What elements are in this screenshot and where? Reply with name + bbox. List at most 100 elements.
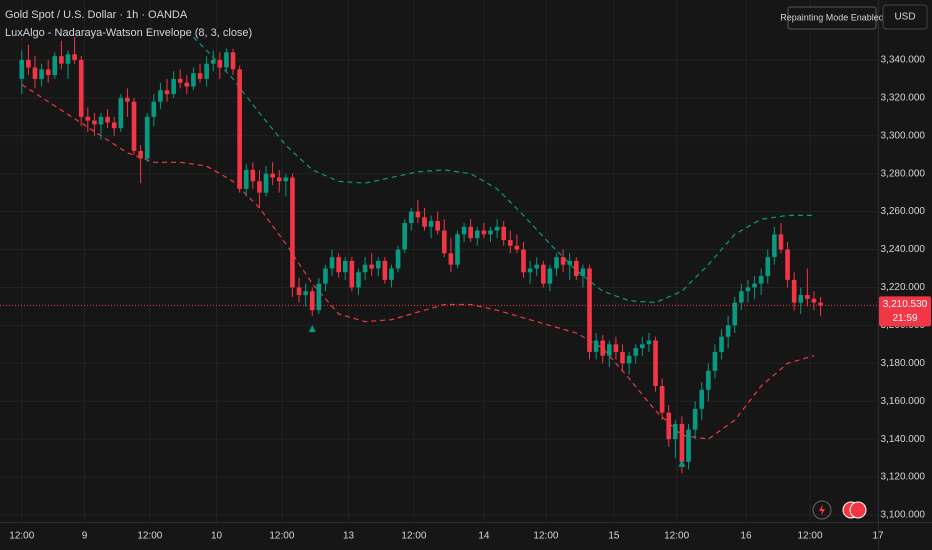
- candle-body: [719, 336, 724, 352]
- candle-body: [725, 325, 731, 337]
- signal-marker: [678, 459, 686, 467]
- candle-body: [26, 59, 31, 68]
- x-tick-label: 9: [82, 531, 88, 542]
- candle-body: [758, 276, 764, 284]
- candle-body: [92, 120, 97, 125]
- candle-body: [732, 302, 738, 326]
- y-tick-label: 3,140.000: [881, 434, 926, 445]
- candle-body: [158, 90, 163, 102]
- candle-body: [230, 52, 236, 70]
- candle-body: [593, 340, 599, 352]
- candle-body: [507, 240, 513, 246]
- candle-body: [309, 291, 315, 311]
- x-tick-label: 12:00: [797, 531, 822, 542]
- candle-body: [706, 370, 711, 390]
- candle-body: [679, 423, 685, 462]
- candle-body: [805, 295, 810, 299]
- candle-body: [435, 221, 440, 231]
- candle-body: [290, 177, 295, 288]
- candle-body: [283, 177, 289, 182]
- candle-body: [699, 389, 705, 409]
- candle-body: [250, 169, 256, 182]
- candle-body: [415, 211, 421, 218]
- candle-body: [422, 217, 427, 227]
- candle-body: [59, 56, 64, 64]
- candle-body: [666, 412, 672, 440]
- x-tick-label: 16: [740, 531, 752, 542]
- candle-body: [125, 97, 130, 102]
- candle-body: [336, 257, 341, 273]
- candle-body: [534, 264, 540, 269]
- candle-body: [389, 268, 394, 280]
- candle-body: [131, 101, 137, 151]
- y-tick-label: 3,320.000: [881, 92, 926, 103]
- candle-body: [692, 408, 698, 430]
- x-tick-label: 10: [211, 531, 223, 542]
- candle-body: [712, 351, 718, 371]
- indicator-label: LuxAlgo - Nadaraya-Watson Envelope (8, 3…: [5, 27, 252, 39]
- x-tick-label: 14: [478, 531, 490, 542]
- y-tick-label: 3,160.000: [881, 396, 926, 407]
- candle-body: [72, 54, 77, 60]
- candle-body: [349, 260, 355, 288]
- candle-body: [210, 59, 216, 64]
- candle-body: [547, 268, 553, 284]
- x-tick-label: 12:00: [9, 531, 34, 542]
- candle-body: [653, 340, 658, 387]
- candle-body: [237, 69, 242, 189]
- candle-body: [65, 54, 71, 64]
- badge[interactable]: Repainting Mode Enabled: [780, 12, 884, 22]
- candle-body: [191, 73, 196, 87]
- candle-body: [85, 116, 91, 121]
- candle-body: [772, 234, 777, 258]
- x-tick-label: 12:00: [533, 531, 558, 542]
- currency-box[interactable]: [882, 4, 928, 30]
- event-icon[interactable]: [849, 501, 867, 519]
- candle-body: [791, 279, 797, 303]
- y-tick-label: 3,300.000: [881, 130, 926, 141]
- envelope-line: [192, 36, 814, 304]
- candle-body: [408, 211, 414, 223]
- last-price-box: [879, 296, 931, 327]
- candle-body: [488, 230, 493, 235]
- candle-body: [785, 249, 790, 280]
- candle-body: [323, 268, 328, 284]
- candle-body: [45, 69, 51, 76]
- candle-body: [303, 291, 308, 296]
- candle-body: [580, 268, 586, 277]
- candle-body: [111, 122, 117, 129]
- candle-body: [540, 264, 546, 284]
- candle-body: [620, 351, 625, 364]
- candle-body: [626, 355, 632, 364]
- signal-marker: [308, 325, 316, 333]
- last-price-label: 3,210.530: [883, 299, 928, 310]
- candle-body: [243, 169, 249, 189]
- candle-body: [118, 97, 124, 129]
- candle-body: [296, 287, 302, 296]
- candle-body: [607, 344, 612, 356]
- y-tick-label: 3,280.000: [881, 168, 926, 179]
- badge-box[interactable]: [787, 6, 877, 30]
- flash-icon[interactable]: [812, 500, 832, 520]
- y-tick-label: 3,180.000: [881, 358, 926, 369]
- candle-body: [197, 73, 203, 79]
- candle-body: [461, 226, 467, 235]
- candle-body: [811, 298, 817, 303]
- candle-body: [501, 226, 507, 241]
- candle-body: [316, 283, 322, 311]
- candle-body: [263, 173, 269, 193]
- currency[interactable]: USD: [894, 12, 915, 23]
- candle-body: [818, 302, 823, 306]
- candle-body: [171, 78, 176, 95]
- candle-body: [395, 249, 401, 269]
- candle-body: [765, 257, 771, 277]
- x-tick-label: 17: [872, 531, 884, 542]
- countdown: 21:59: [892, 313, 917, 324]
- candle-body: [342, 260, 348, 273]
- candle-body: [177, 78, 183, 83]
- candle-body: [468, 226, 473, 239]
- candle-body: [257, 181, 262, 193]
- candle-body: [613, 344, 619, 352]
